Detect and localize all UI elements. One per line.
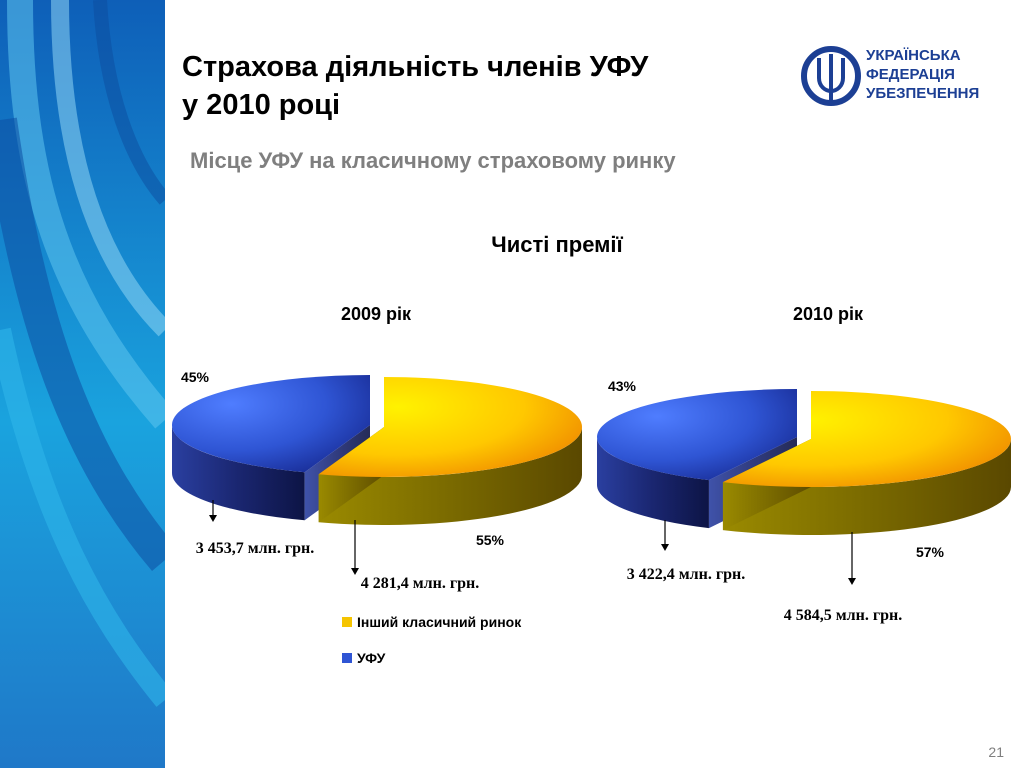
legend-label: УФУ <box>357 650 386 666</box>
ufu-logo-icon <box>801 46 861 106</box>
pie-0-year-label: 2009 рік <box>341 304 412 324</box>
pie-0-arrow-other <box>351 520 359 575</box>
page-title-line-1: Страхова діяльність членів УФУ <box>182 51 649 83</box>
pie-1-percent-ufu: 43% <box>608 378 637 394</box>
legend-swatch <box>342 653 352 663</box>
logo-text-line-2: ФЕДЕРАЦІЯ <box>866 66 955 83</box>
pie-1-arrow-other <box>848 532 856 585</box>
legend-item: УФУ <box>342 648 521 668</box>
page-number: 21 <box>988 744 1004 760</box>
pie-0-slice-other <box>318 377 583 526</box>
pie-1-year-label: 2010 рік <box>793 304 864 324</box>
pie-1-value-other: 4 584,5 млн. грн. <box>784 607 902 624</box>
page-subtitle: Місце УФУ на класичному страховому ринку <box>190 148 676 173</box>
pie-0-value-ufu: 3 453,7 млн. грн. <box>196 540 314 557</box>
pie-1-percent-other: 57% <box>916 544 945 560</box>
logo-text: УКРАЇНСЬКА ФЕДЕРАЦІЯ УБЕЗПЕЧЕННЯ <box>866 46 979 103</box>
pie-1-slice-other <box>722 391 1011 535</box>
decorative-left-band <box>0 0 165 768</box>
pie-0-percent-other: 55% <box>476 532 505 548</box>
logo-text-line-3: УБЕЗПЕЧЕННЯ <box>866 85 980 102</box>
page-title-line-2: у 2010 році <box>182 89 341 121</box>
chart-title: Чисті премії <box>491 232 623 257</box>
logo-text-line-1: УКРАЇНСЬКА <box>866 47 961 64</box>
chart-legend: Інший класичний ринок УФУ <box>342 612 521 684</box>
pie-0-value-other: 4 281,4 млн. грн. <box>361 575 479 592</box>
page-title: Страхова діяльність членів УФУ у 2010 ро… <box>182 48 782 124</box>
legend-swatch <box>342 617 352 627</box>
pie-0-arrow-ufu <box>209 500 217 522</box>
pie-1-arrow-ufu <box>661 520 669 551</box>
legend-label: Інший класичний ринок <box>357 614 522 630</box>
legend-item: Інший класичний ринок <box>342 612 521 632</box>
pie-1-value-ufu: 3 422,4 млн. грн. <box>627 566 745 583</box>
pie-0-percent-ufu: 45% <box>181 369 210 385</box>
